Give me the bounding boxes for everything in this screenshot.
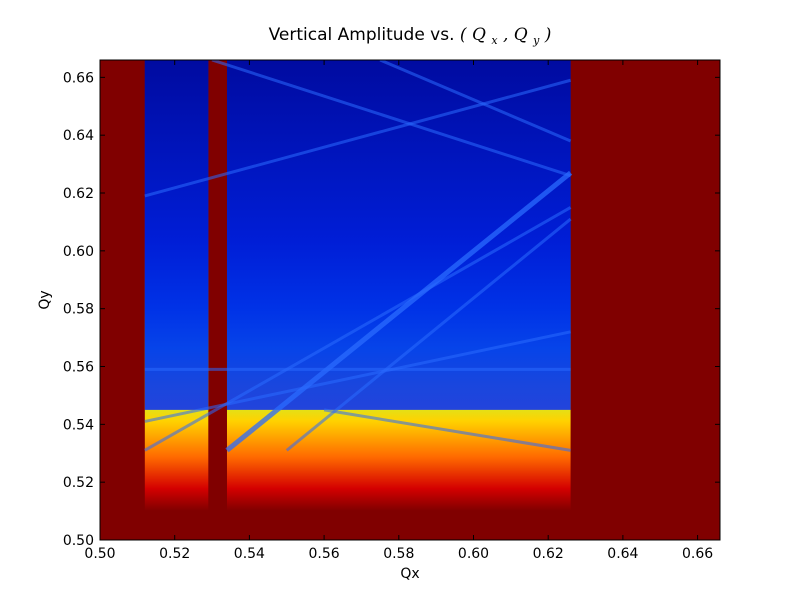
x-tick-label: 0.64 [607, 546, 638, 562]
y-tick-label: 0.58 [63, 302, 94, 318]
chart-title: Vertical Amplitude vs. ( Q x , Q y ) [269, 25, 552, 49]
resonance-line [144, 78, 571, 198]
resonance-line [323, 408, 571, 452]
y-tick-label: 0.56 [63, 360, 94, 376]
x-tick-label: 0.60 [458, 546, 489, 562]
resonance-line [211, 60, 572, 178]
y-tick-label: 0.62 [63, 186, 94, 202]
y-axis-ticks: 0.50 0.52 0.54 0.56 0.58 0.60 0.62 0.64 0.66 [63, 70, 720, 549]
x-tick-label: 0.66 [682, 546, 713, 562]
y-tick-label: 0.64 [63, 128, 94, 144]
y-tick-label: 0.66 [63, 70, 94, 86]
x-tick-label: 0.62 [533, 546, 564, 562]
x-tick-label: 0.58 [383, 546, 414, 562]
plot-frame [99, 59, 721, 541]
resonance-line [144, 206, 572, 452]
heatmap-plot-area [100, 60, 720, 540]
y-tick-label: 0.54 [63, 417, 94, 433]
y-tick-label: 0.60 [63, 244, 94, 260]
x-tick-label: 0.54 [234, 546, 265, 562]
x-axis-ticks: 0.50 0.52 0.54 0.56 0.58 0.60 0.62 0.64 0.66 [84, 60, 713, 562]
resonance-line [225, 170, 573, 453]
resonance-line [144, 330, 571, 423]
y-tick-label: 0.50 [63, 533, 94, 549]
x-tick-label: 0.50 [84, 546, 115, 562]
resonance-line [379, 60, 572, 143]
y-tick-label: 0.52 [63, 475, 94, 491]
stable-region-upper-2 [226, 60, 571, 410]
x-axis-label: Qx [400, 566, 419, 582]
x-tick-label: 0.56 [309, 546, 340, 562]
y-axis-label: Qy [37, 290, 53, 309]
x-tick-label: 0.52 [159, 546, 190, 562]
stable-region-upper-1 [144, 60, 209, 410]
